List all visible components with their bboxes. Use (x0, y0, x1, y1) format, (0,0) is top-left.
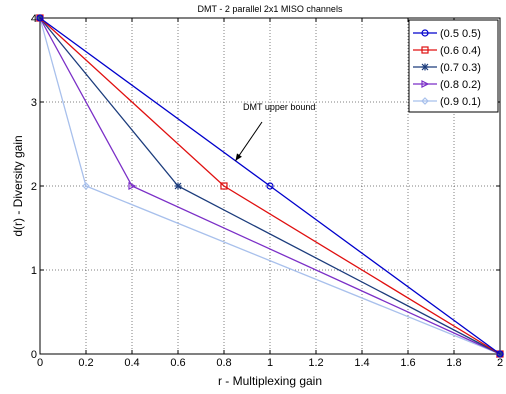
legend-marker (421, 46, 429, 54)
x-tick-label: 0.2 (78, 357, 93, 369)
chart-title: DMT - 2 parallel 2x1 MISO channels (198, 4, 343, 14)
star-stroke (174, 182, 182, 190)
annotation-arrowhead (235, 153, 242, 161)
data-point-marker (174, 182, 182, 190)
x-ticks: 0 0.2 0.4 0.6 0.8 1 1.2 1.4 1.6 1.8 2 (37, 18, 503, 369)
legend-item: (0.5 0.5) (413, 28, 481, 40)
legend: (0.5 0.5) (0.6 0.4) (0.7 0.3) (0.8 0.2) (0.9… (408, 19, 499, 113)
legend-item: (0.8 0.2) (413, 79, 481, 91)
y-tick-label: 1 (31, 265, 37, 277)
data-point-marker (82, 182, 90, 190)
x-tick-label: 0.4 (124, 357, 139, 369)
x-tick-label: 0.6 (170, 357, 185, 369)
x-tick-label: 0 (37, 357, 43, 369)
legend-item: (0.7 0.3) (413, 62, 481, 74)
x-tick-label: 1.8 (446, 357, 461, 369)
x-axis-label: r - Multiplexing gain (218, 374, 322, 388)
series-line (39, 17, 501, 355)
series-lines (36, 14, 505, 358)
legend-marker (421, 97, 429, 105)
data-point-marker (36, 14, 44, 22)
legend-marker (421, 29, 429, 37)
x-tick-label: 1 (267, 357, 273, 369)
legend-item: (0.9 0.1) (413, 96, 481, 108)
star-stroke (421, 63, 429, 71)
x-tick-label: 1.2 (308, 357, 323, 369)
legend-item: (0.6 0.4) (413, 45, 481, 57)
data-point-marker (128, 182, 137, 190)
x-tick-label: 1.6 (400, 357, 415, 369)
x-tick-label: 2 (497, 357, 503, 369)
legend-label: (0.7 0.3) (440, 62, 481, 74)
y-tick-label: 0 (31, 349, 37, 361)
annotation-label: DMT upper bound (243, 102, 315, 112)
series-circle (36, 14, 504, 358)
legend-marker (421, 80, 430, 88)
annotation: DMT upper bound (235, 102, 315, 162)
x-tick-label: 0.8 (216, 357, 231, 369)
series-line (39, 17, 501, 355)
y-tick-label: 4 (31, 13, 37, 25)
series-line (39, 17, 501, 355)
data-point-marker (496, 350, 504, 358)
data-point-marker (266, 182, 274, 190)
y-tick-label: 3 (31, 97, 37, 109)
legend-label: (0.8 0.2) (440, 79, 481, 91)
legend-marker (421, 63, 429, 71)
series-line (39, 17, 501, 355)
x-tick-label: 1.4 (354, 357, 369, 369)
y-axis-label: d(r) - Diversity gain (11, 135, 25, 236)
annotation-arrow (235, 121, 263, 162)
legend-label: (0.6 0.4) (440, 45, 481, 57)
data-point-marker (220, 182, 228, 190)
legend-label: (0.9 0.1) (440, 96, 481, 108)
y-tick-label: 2 (31, 181, 37, 193)
legend-label: (0.5 0.5) (440, 28, 481, 40)
